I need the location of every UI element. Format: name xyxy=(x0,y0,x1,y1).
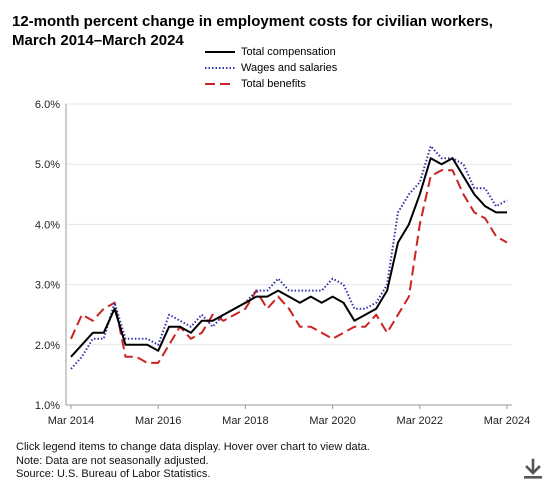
series-line-wages-and-salaries xyxy=(70,145,508,370)
legend-item-wages-and-salaries[interactable]: Wages and salaries xyxy=(203,60,337,76)
footer-note: Note: Data are not seasonally adjusted. xyxy=(16,454,209,467)
y-tick-label: 4.0% xyxy=(35,219,60,231)
y-tick-label: 5.0% xyxy=(35,159,60,171)
chart-legend: Total compensation Wages and salaries To… xyxy=(203,44,337,92)
x-tick-label: Mar 2018 xyxy=(222,415,268,427)
x-tick-label: Mar 2024 xyxy=(484,415,530,427)
x-tick-label: Mar 2016 xyxy=(135,415,181,427)
chart-title: 12-month percent change in employment co… xyxy=(12,12,493,50)
dotted-line-swatch-icon xyxy=(205,67,235,69)
x-tick-label: Mar 2022 xyxy=(397,415,443,427)
legend-label: Wages and salaries xyxy=(241,62,338,74)
legend-label: Total compensation xyxy=(241,46,336,58)
footer-instructions: Click legend items to change data displa… xyxy=(16,441,370,453)
solid-line-swatch-icon xyxy=(205,51,235,53)
legend-item-total-compensation[interactable]: Total compensation xyxy=(203,44,337,60)
chart-footer: Click legend items to change data displa… xyxy=(16,441,370,482)
x-tick-label: Mar 2020 xyxy=(309,415,355,427)
y-tick-label: 3.0% xyxy=(35,280,60,292)
legend-item-total-benefits[interactable]: Total benefits xyxy=(203,76,337,92)
dashed-line-swatch-icon xyxy=(205,83,235,85)
y-tick-label: 6.0% xyxy=(35,99,60,111)
download-arrow-icon[interactable] xyxy=(523,458,543,480)
chart-title-line-2: March 2014–March 2024 xyxy=(12,32,184,49)
chart-title-line-1: 12-month percent change in employment co… xyxy=(12,13,493,30)
legend-label: Total benefits xyxy=(241,78,306,90)
y-tick-label: 1.0% xyxy=(35,400,60,412)
series-line-total-compensation xyxy=(70,157,507,358)
y-tick-label: 2.0% xyxy=(35,340,60,352)
x-tick-label: Mar 2014 xyxy=(48,415,94,427)
footer-source: Source: U.S. Bureau of Labor Statistics. xyxy=(16,468,211,480)
series-line-total-benefits xyxy=(70,169,508,364)
line-chart[interactable]: 1.0% 2.0% 3.0% 4.0% 5.0% 6.0% Mar 2014 Mar 2016… xyxy=(0,0,555,440)
